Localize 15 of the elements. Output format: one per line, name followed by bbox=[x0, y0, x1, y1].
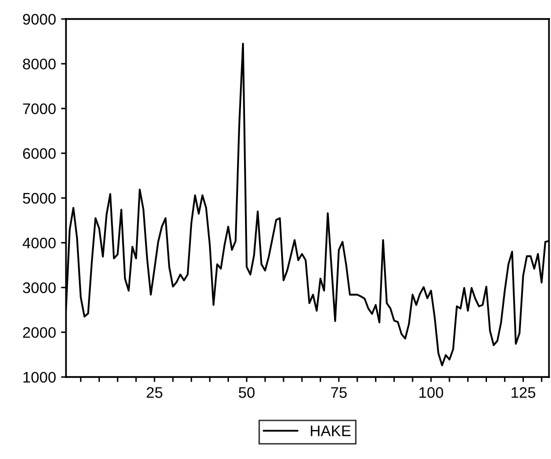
y-tick-label: 1000 bbox=[23, 372, 56, 383]
x-tick-label: 50 bbox=[238, 387, 255, 398]
y-tick-label: 7000 bbox=[23, 103, 56, 114]
y-tick-label: 9000 bbox=[23, 14, 56, 25]
y-tick-label: 6000 bbox=[23, 148, 56, 159]
legend-label: HAKE bbox=[310, 426, 351, 436]
y-tick-label: 4000 bbox=[22, 238, 56, 248]
x-tick-label: 25 bbox=[146, 387, 162, 398]
x-tick-label: 75 bbox=[331, 387, 347, 398]
x-tick-label: 100 bbox=[419, 387, 444, 398]
y-tick-label: 2000 bbox=[23, 327, 56, 338]
y-tick-label: 3000 bbox=[22, 282, 56, 294]
y-tick-label: 8000 bbox=[22, 58, 56, 70]
x-tick-label: 125 bbox=[512, 387, 536, 398]
y-tick-label: 5000 bbox=[22, 192, 56, 204]
